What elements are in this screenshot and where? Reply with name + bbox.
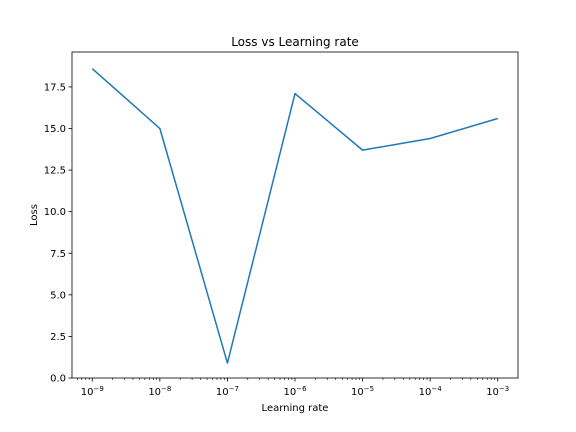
y-tick-label: 17.5	[44, 82, 66, 93]
chart-title: Loss vs Learning rate	[231, 35, 359, 49]
y-tick-label: 7.5	[50, 249, 66, 260]
x-tick-label: 10−7	[216, 385, 239, 398]
y-tick-label: 10.0	[44, 207, 66, 218]
y-axis-label: Loss	[29, 204, 40, 226]
plot-area	[71, 51, 519, 379]
x-tick-label: 10−3	[486, 385, 509, 398]
y-tick-label: 12.5	[44, 166, 66, 177]
y-tick-label: 5.0	[50, 290, 66, 301]
y-tick-label: 15.0	[44, 124, 66, 135]
x-axis-label: Learning rate	[262, 403, 329, 414]
y-axis: 0.0 2.5 5.0 7.5 10.0 12.5 15.0 17.5	[44, 82, 72, 385]
x-tick-label: 10−5	[351, 385, 374, 398]
series-layer	[91, 68, 498, 364]
y-tick-label: 0.0	[50, 374, 66, 385]
x-tick-label: 10−9	[81, 385, 104, 398]
x-tick-label: 10−4	[419, 385, 443, 398]
x-tick-label: 10−8	[148, 385, 171, 398]
x-tick-label: 10−6	[283, 385, 307, 398]
y-tick-label: 2.5	[50, 332, 66, 343]
x-axis: 10−9 10−8 10−7 10−6 10−5 10−4 10−3	[76, 378, 509, 398]
